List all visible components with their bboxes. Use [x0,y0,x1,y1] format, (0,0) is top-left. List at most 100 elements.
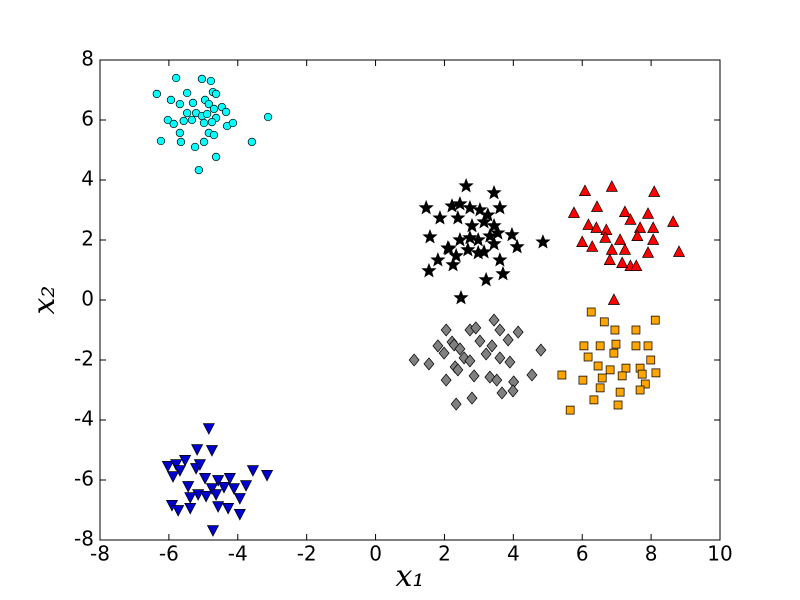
point [223,473,236,485]
point [468,369,480,383]
point [589,395,599,405]
point [206,76,216,86]
point [641,246,655,258]
point [586,307,596,317]
point [212,475,225,487]
point [603,253,616,265]
point [246,465,260,477]
point [418,199,434,215]
point [199,137,209,147]
point [609,348,619,358]
point [615,387,625,397]
x-tick-label: -8 [90,542,110,566]
point [200,491,213,503]
point [631,325,641,335]
point [667,215,680,227]
point [458,178,474,193]
point [184,503,197,515]
point [187,115,197,125]
point [421,262,437,278]
point [486,184,502,200]
point [166,471,180,483]
x-tick-label: 4 [507,542,520,566]
point [593,361,603,371]
point [205,483,219,495]
point [586,240,599,252]
point [452,196,468,211]
point [565,405,575,415]
point [526,368,538,382]
point [152,89,161,99]
y-tick-label: -8 [74,527,94,551]
point [202,109,212,119]
point [239,480,253,492]
point [605,365,615,375]
point [453,289,469,305]
point [222,503,235,515]
point [583,352,593,362]
point [169,119,178,129]
point [191,444,204,456]
point [211,152,221,162]
point [197,74,207,84]
point [432,339,444,353]
point [193,459,206,471]
point [161,461,174,473]
point [512,325,524,339]
x-tick-label: 2 [438,542,451,566]
point [173,465,186,477]
point [452,232,468,247]
point [233,493,246,505]
point [227,483,241,495]
point [582,218,595,230]
point [184,492,197,504]
point [205,445,219,457]
point [630,259,643,271]
point [182,88,192,98]
point [567,206,581,218]
point [490,225,506,240]
point [178,455,192,467]
point [579,341,589,351]
point [476,244,492,259]
point [441,241,457,256]
y-tick-label: -2 [74,347,94,371]
point [452,363,464,377]
point [175,99,185,109]
point [578,375,588,385]
point [202,423,215,435]
point [422,229,438,244]
point [617,371,627,381]
point [462,199,478,215]
point [509,238,525,254]
y-axis-label: x₂ [27,286,62,315]
point [618,205,632,217]
point [423,357,435,371]
point [504,226,520,242]
point [507,384,519,398]
point [464,217,480,233]
point [204,99,213,109]
x-tick-label: -6 [159,542,179,566]
x-tick-label: 8 [645,542,658,566]
y-tick-label: 4 [81,167,94,191]
point [491,373,503,387]
point [209,104,219,114]
point [175,128,185,138]
point [597,373,607,383]
point [440,373,452,387]
point [198,473,212,485]
point [576,235,589,247]
point [476,214,492,229]
point [460,241,476,257]
y-tick-label: 8 [81,47,94,71]
point [595,341,605,351]
point [445,256,461,272]
point [631,229,644,241]
x-tick-label: 10 [707,542,732,566]
point [408,353,420,367]
point [438,346,450,360]
point [618,243,632,255]
point [599,231,612,243]
point [488,313,500,327]
